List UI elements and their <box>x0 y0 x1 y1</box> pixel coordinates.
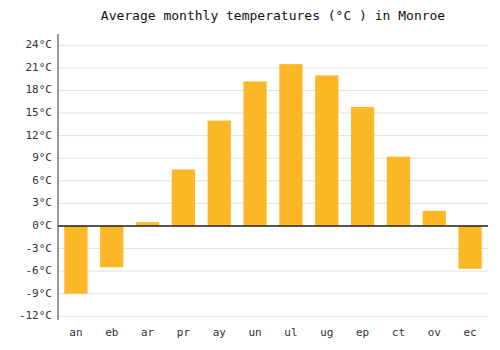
grid-line <box>58 271 488 272</box>
grid-line <box>58 135 488 136</box>
grid-line <box>58 293 488 294</box>
x-tick-label: pr <box>177 326 191 339</box>
y-tick-label: -9°C <box>26 287 53 300</box>
x-tick-label: ep <box>356 326 369 339</box>
grid-line <box>58 90 488 91</box>
bar <box>64 226 87 294</box>
grid <box>58 45 488 316</box>
x-tick-label: ov <box>428 326 442 339</box>
x-tick-label: un <box>248 326 261 339</box>
x-tick-label: ay <box>213 326 227 339</box>
x-tick-label: ar <box>141 326 155 339</box>
bar <box>172 169 195 225</box>
chart: -12°C -9°C -6°C -3°C 0°C 3°C 6°C 9°C 12°C 15°C 18°… <box>0 0 500 350</box>
x-tick-label: ct <box>392 326 405 339</box>
y-tick-label: 24°C <box>26 38 53 51</box>
y-tick-label: -12°C <box>19 309 52 322</box>
x-tick-label: an <box>69 326 82 339</box>
title: Average monthly temperatures (°C ) in Mo… <box>101 8 446 23</box>
grid-line <box>58 203 488 204</box>
bar <box>315 75 338 226</box>
grid-line <box>58 316 488 317</box>
x-tick-label: ul <box>284 326 297 339</box>
y-tick-label: -6°C <box>26 264 53 277</box>
bar <box>423 211 446 226</box>
y-tick-label: 18°C <box>26 83 53 96</box>
y-tick-label: -3°C <box>26 242 53 255</box>
grid-line <box>58 113 488 114</box>
baseline <box>58 225 488 227</box>
bar <box>458 226 481 269</box>
bar <box>279 64 302 226</box>
y-tick-label: 15°C <box>26 106 53 119</box>
bar <box>243 81 266 226</box>
grid-line <box>58 45 488 46</box>
grid-line <box>58 67 488 68</box>
x-tick-label: eb <box>105 326 118 339</box>
bars <box>64 64 481 294</box>
chart-container: -12°C -9°C -6°C -3°C 0°C 3°C 6°C 9°C 12°C 15°C 18°… <box>0 0 500 350</box>
y-tick-label: 21°C <box>26 61 53 74</box>
x-tick-label: ug <box>320 326 333 339</box>
x-axis: an eb ar pr ay un ul ug ep ct ov ec <box>69 326 476 339</box>
grid-line <box>58 180 488 181</box>
y-axis: -12°C -9°C -6°C -3°C 0°C 3°C 6°C 9°C 12°C 15°C 18°… <box>19 38 52 322</box>
bar <box>351 107 374 226</box>
bar <box>208 121 231 226</box>
y-tick-label: 3°C <box>32 196 52 209</box>
y-tick-label: 0°C <box>32 219 52 232</box>
bar <box>387 157 410 226</box>
y-tick-label: 6°C <box>32 174 52 187</box>
y-axis-line <box>58 34 59 320</box>
grid-line <box>58 158 488 159</box>
grid-line <box>58 225 488 226</box>
y-tick-label: 9°C <box>32 151 52 164</box>
y-tick-label: 12°C <box>26 129 53 142</box>
x-tick-label: ec <box>463 326 476 339</box>
bar <box>100 226 123 267</box>
